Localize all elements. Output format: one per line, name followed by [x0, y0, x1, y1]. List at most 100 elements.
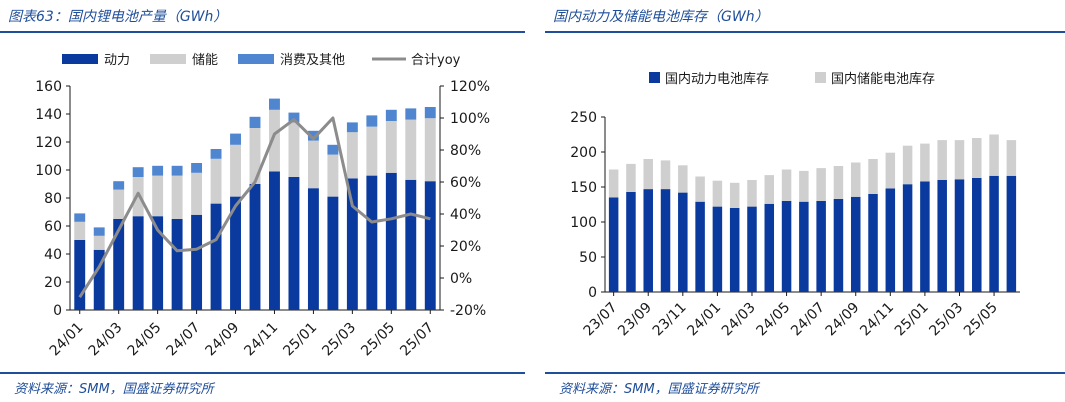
x-tick-label: 23/07: [581, 300, 621, 340]
legend-swatch: [238, 54, 274, 64]
bar-segment: [902, 145, 913, 185]
title-rule: [0, 31, 525, 33]
y-tick-label: 160: [35, 79, 62, 95]
y-tick-label: 200: [570, 145, 597, 161]
x-tick-label: 24/09: [823, 300, 863, 340]
bar-segment: [902, 184, 913, 292]
x-tick-label: 24/11: [857, 300, 897, 340]
y2-tick-label: 40%: [450, 207, 481, 223]
bar-segment: [920, 143, 930, 182]
x-tick-label: 24/07: [788, 300, 828, 340]
production-chart: 动力 储能 消费及其他 合计yoy 0 20 40 60 80 100 120 140 160 -20% 0…: [35, 53, 490, 360]
y-tick-label: 60: [44, 219, 62, 235]
yoy-line: [78, 116, 431, 299]
bar-segment: [210, 149, 222, 159]
bar-segment: [405, 108, 417, 120]
x-tick-label: 24/01: [47, 320, 87, 360]
bar-segment: [937, 140, 947, 180]
bar-segment: [74, 213, 86, 222]
legend-swatch: [815, 72, 826, 83]
bar-segment: [366, 126, 378, 176]
bar-segment: [747, 180, 757, 207]
y-tick-label: 0: [588, 285, 597, 301]
bar-segment: [191, 214, 203, 310]
bar-segment: [152, 175, 164, 217]
x-tick-label: 24/03: [86, 320, 126, 360]
bar-segment: [346, 132, 358, 179]
bar-segment: [385, 109, 397, 121]
bar-segment: [764, 175, 775, 204]
bar-segment: [695, 201, 705, 292]
bar-segment: [643, 189, 653, 292]
bar-segment: [833, 166, 844, 199]
bar-segment: [132, 216, 144, 310]
bar-segment: [424, 181, 436, 310]
x-tick-label: 25/05: [358, 320, 398, 360]
bar-segment: [249, 128, 261, 184]
bar-segment: [132, 167, 144, 177]
chart-title: 图表63：国内锂电池产量（GWh）: [8, 9, 228, 25]
bar-segment: [1006, 140, 1017, 176]
bar-segment: [191, 172, 203, 215]
bar-segment: [288, 112, 300, 123]
y-tick-label: 50: [579, 250, 597, 266]
bar-segment: [937, 180, 947, 292]
bar-segment: [288, 122, 300, 177]
y2-tick-label: 60%: [450, 175, 481, 191]
y-tick-label: 100: [570, 215, 597, 231]
x-tick-label: 24/05: [754, 300, 794, 340]
bar-segment: [695, 176, 705, 202]
inventory-panel: 国内动力及储能电池库存（GWh） 国内动力电池库存 国内储能电池库存 0 50 100 1…: [545, 0, 1065, 402]
legend-label: 消费及其他: [280, 53, 345, 68]
bar-segment: [954, 179, 965, 292]
bar-segment: [74, 221, 86, 240]
bar-segment: [171, 175, 183, 219]
bar-segment: [608, 197, 619, 292]
x-tick-label: 23/09: [615, 300, 655, 340]
bar-segment: [424, 107, 436, 119]
bar-segment: [989, 134, 999, 176]
bar-segment: [307, 188, 319, 310]
x-tick-label: 25/07: [397, 320, 437, 360]
y-tick-label: 20: [44, 275, 62, 291]
y-tick-label: 120: [35, 135, 62, 151]
y2-tick-label: -20%: [450, 303, 486, 319]
bar-segment: [799, 201, 809, 292]
y-tick-label: 0: [53, 303, 62, 319]
bar-segment: [152, 165, 164, 176]
legend-swatch: [62, 54, 98, 64]
bar-segment: [608, 169, 619, 198]
bar-segment: [405, 119, 417, 180]
bar-segment: [307, 130, 319, 141]
x-tick-label: 25/01: [892, 300, 932, 340]
chart-title: 国内动力及储能电池库存（GWh）: [553, 9, 769, 25]
bar-segment: [781, 201, 792, 292]
chart-source: 资料来源：SMM，国盛证券研究所: [14, 382, 214, 397]
bar-segment: [781, 169, 792, 201]
x-tick-label: 23/11: [650, 300, 690, 340]
bar-segment: [712, 180, 723, 207]
bar-segment: [113, 219, 125, 310]
bar-segment: [288, 177, 300, 310]
bar-segment: [712, 206, 723, 292]
bar-segment: [764, 203, 775, 292]
legend-label: 动力: [104, 53, 130, 68]
y2-tick-label: 0%: [450, 271, 472, 287]
bar-segment: [269, 171, 280, 310]
bar-segment: [920, 181, 930, 292]
bar-segment: [799, 170, 809, 202]
bar-segment: [346, 122, 358, 133]
legend-label: 储能: [192, 53, 218, 68]
bar-segment: [385, 121, 397, 173]
bar-segment: [230, 133, 241, 145]
bar-segment: [989, 175, 999, 292]
bar-segment: [93, 249, 105, 310]
bar-segment: [850, 162, 861, 197]
y-tick-label: 250: [570, 110, 597, 126]
legend-label: 合计yoy: [411, 53, 461, 68]
bar-segment: [113, 189, 125, 219]
bar-segment: [171, 165, 183, 176]
bar-segment: [327, 144, 339, 155]
x-tick-label: 25/01: [280, 320, 320, 360]
bar-segment: [678, 165, 688, 193]
